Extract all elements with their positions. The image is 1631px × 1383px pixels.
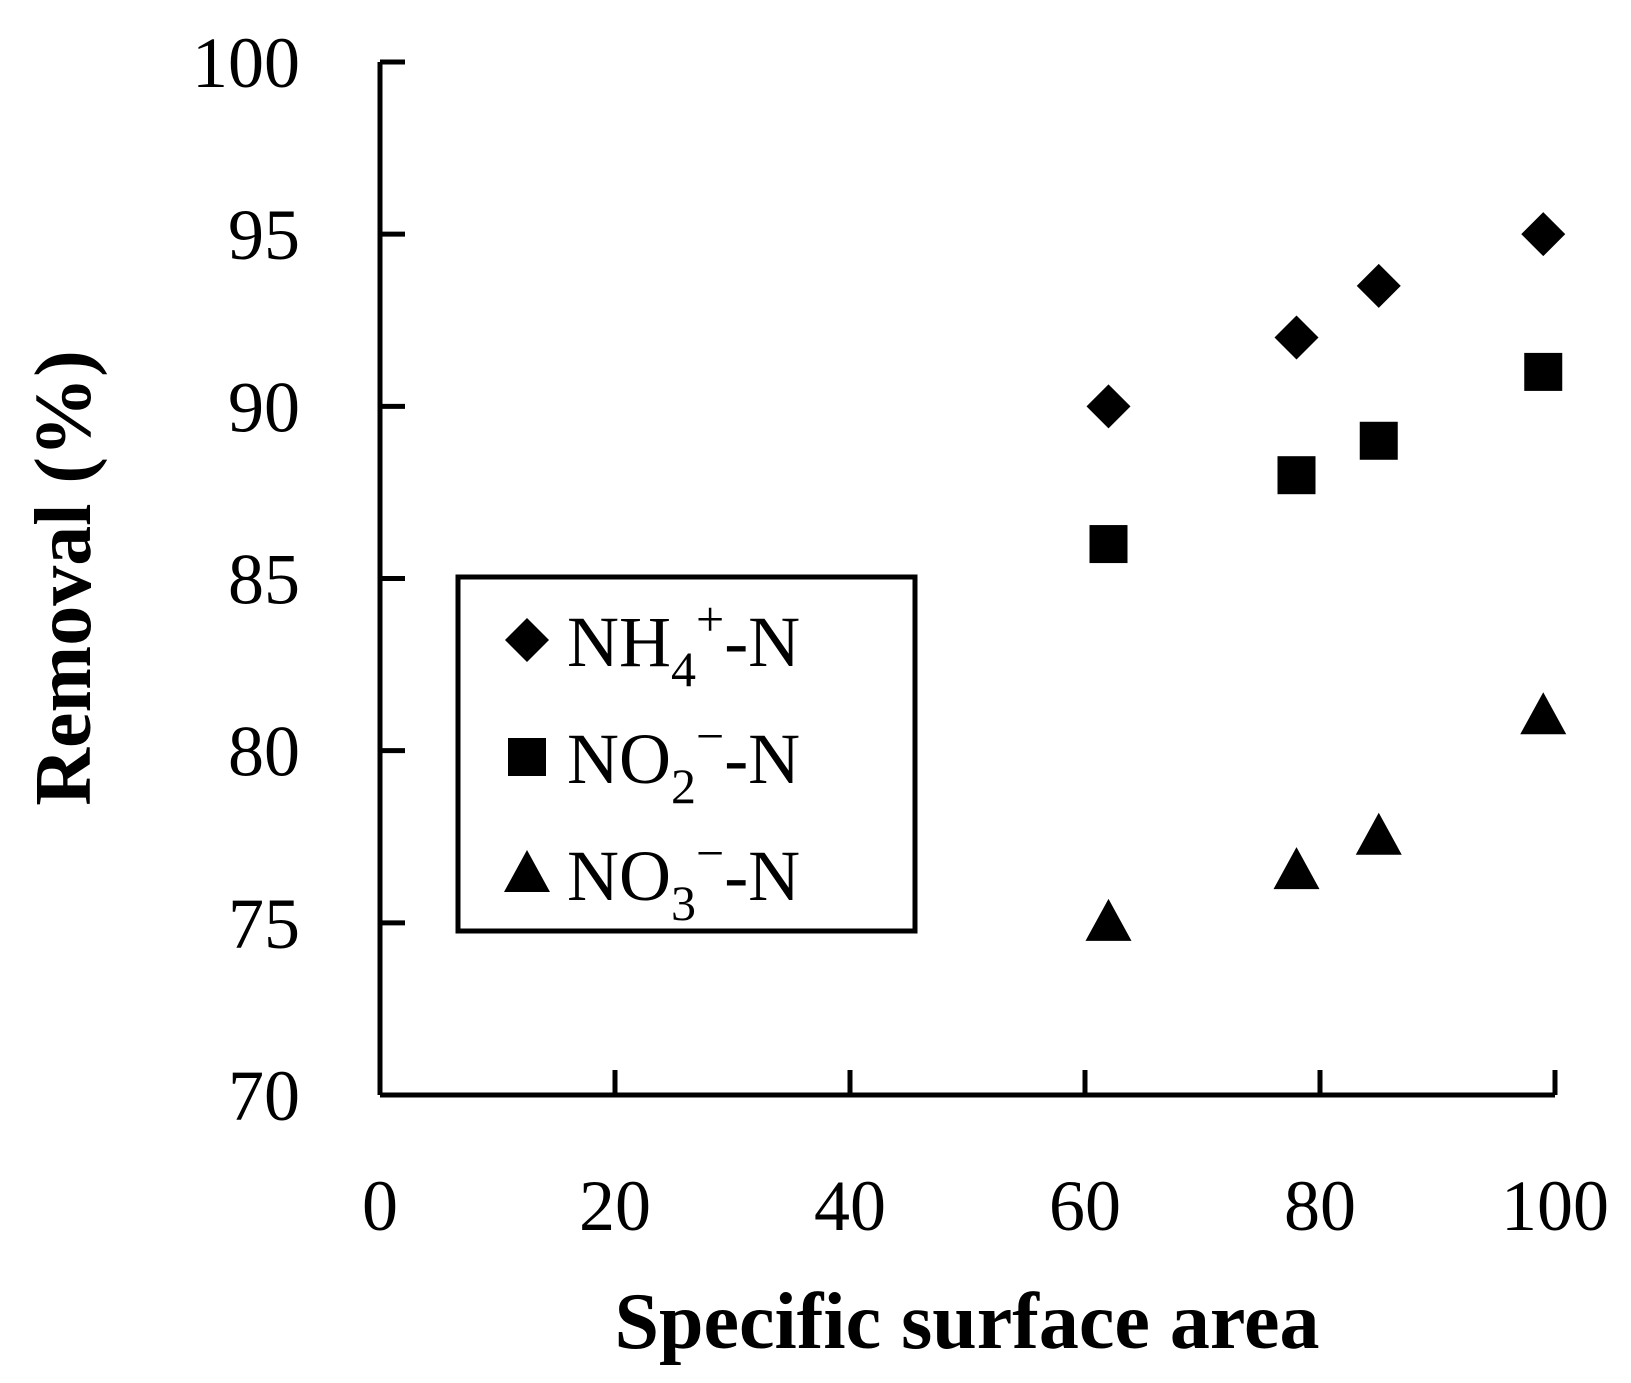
x-tick-label: 60 bbox=[1049, 1166, 1121, 1246]
legend-square-icon bbox=[508, 738, 546, 776]
legend-triangle-icon bbox=[504, 850, 550, 892]
diamond-point bbox=[1521, 212, 1566, 257]
diamond-point bbox=[1086, 384, 1131, 429]
y-tick-label: 95 bbox=[228, 195, 300, 275]
legend-label: NO3−-N bbox=[567, 825, 800, 931]
y-tick-label: 70 bbox=[228, 1056, 300, 1136]
triangle-point bbox=[1085, 898, 1132, 941]
y-axis-title: Removal (%) bbox=[20, 350, 108, 805]
diamond-point bbox=[1356, 263, 1401, 308]
square-point bbox=[1524, 352, 1563, 391]
triangle-point bbox=[1355, 812, 1402, 855]
y-tick-label: 80 bbox=[228, 712, 300, 792]
data-points bbox=[1085, 212, 1567, 941]
x-axis-title: Specific surface area bbox=[615, 1278, 1320, 1366]
x-tick-label: 100 bbox=[1501, 1166, 1609, 1246]
square-point bbox=[1277, 456, 1316, 495]
square-point bbox=[1359, 421, 1398, 460]
legend-label: NH4+-N bbox=[567, 591, 800, 697]
legend-diamond-icon bbox=[505, 618, 549, 662]
legend-label: NO2−-N bbox=[567, 708, 800, 814]
y-tick-label: 85 bbox=[228, 540, 300, 620]
x-tick-label: 40 bbox=[814, 1166, 886, 1246]
y-tick-label: 100 bbox=[192, 23, 300, 103]
x-tick-label: 20 bbox=[579, 1166, 651, 1246]
y-tick-label: 90 bbox=[228, 367, 300, 447]
y-ticks: 70 75 80 85 90 95 100 bbox=[192, 23, 405, 1136]
triangle-point bbox=[1273, 847, 1320, 890]
legend: NH4+-N NO2−-N NO3−-N bbox=[455, 574, 918, 934]
x-ticks: 0 20 40 60 80 100 bbox=[362, 1070, 1609, 1246]
square-point bbox=[1089, 525, 1128, 564]
x-tick-label: 0 bbox=[362, 1166, 398, 1246]
x-tick-label: 80 bbox=[1284, 1166, 1356, 1246]
y-tick-label: 75 bbox=[228, 884, 300, 964]
diamond-point bbox=[1274, 315, 1319, 360]
triangle-point bbox=[1520, 692, 1567, 735]
